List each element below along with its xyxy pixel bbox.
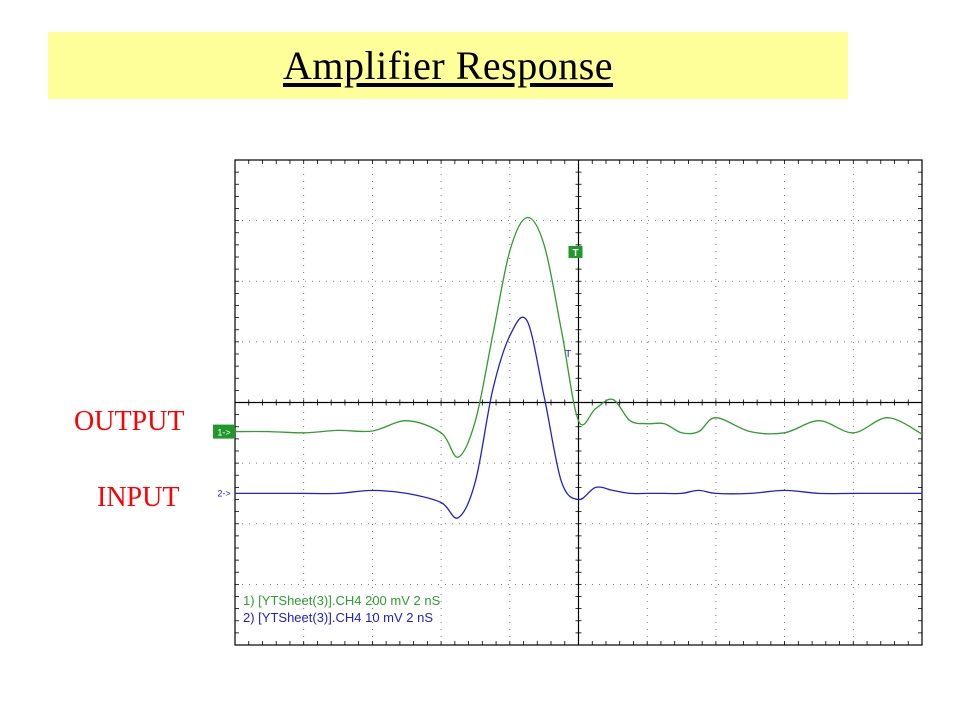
channel-legend: 1) [YTSheet(3)].CH4 200 mV 2 nS 2) [YTShe…	[243, 593, 441, 625]
output-label: OUTPUT	[74, 406, 185, 437]
legend-entry-channel-2: 2) [YTSheet(3)].CH4 10 mV 2 nS	[243, 610, 433, 625]
channel-2-marker-label: 2->	[217, 488, 230, 498]
trigger-marker-input: T	[565, 349, 571, 360]
scope-traces: TT	[234, 216, 923, 519]
trace-channel-1	[234, 216, 923, 458]
page-title: Amplifier Response	[282, 43, 614, 88]
input-label: INPUT	[97, 482, 180, 513]
channel-1-marker-label: 1->	[217, 428, 230, 438]
legend-entry-channel-1: 1) [YTSheet(3)].CH4 200 mV 2 nS	[243, 593, 441, 608]
channel-1-marker	[213, 424, 235, 439]
trigger-marker-label: T	[572, 248, 578, 259]
trigger-marker	[568, 245, 583, 258]
trace-channel-2	[235, 316, 922, 519]
scope-grid	[234, 159, 923, 646]
channel-markers: 1-> 2->	[213, 424, 235, 498]
title-banner: Amplifier Response	[48, 32, 848, 99]
